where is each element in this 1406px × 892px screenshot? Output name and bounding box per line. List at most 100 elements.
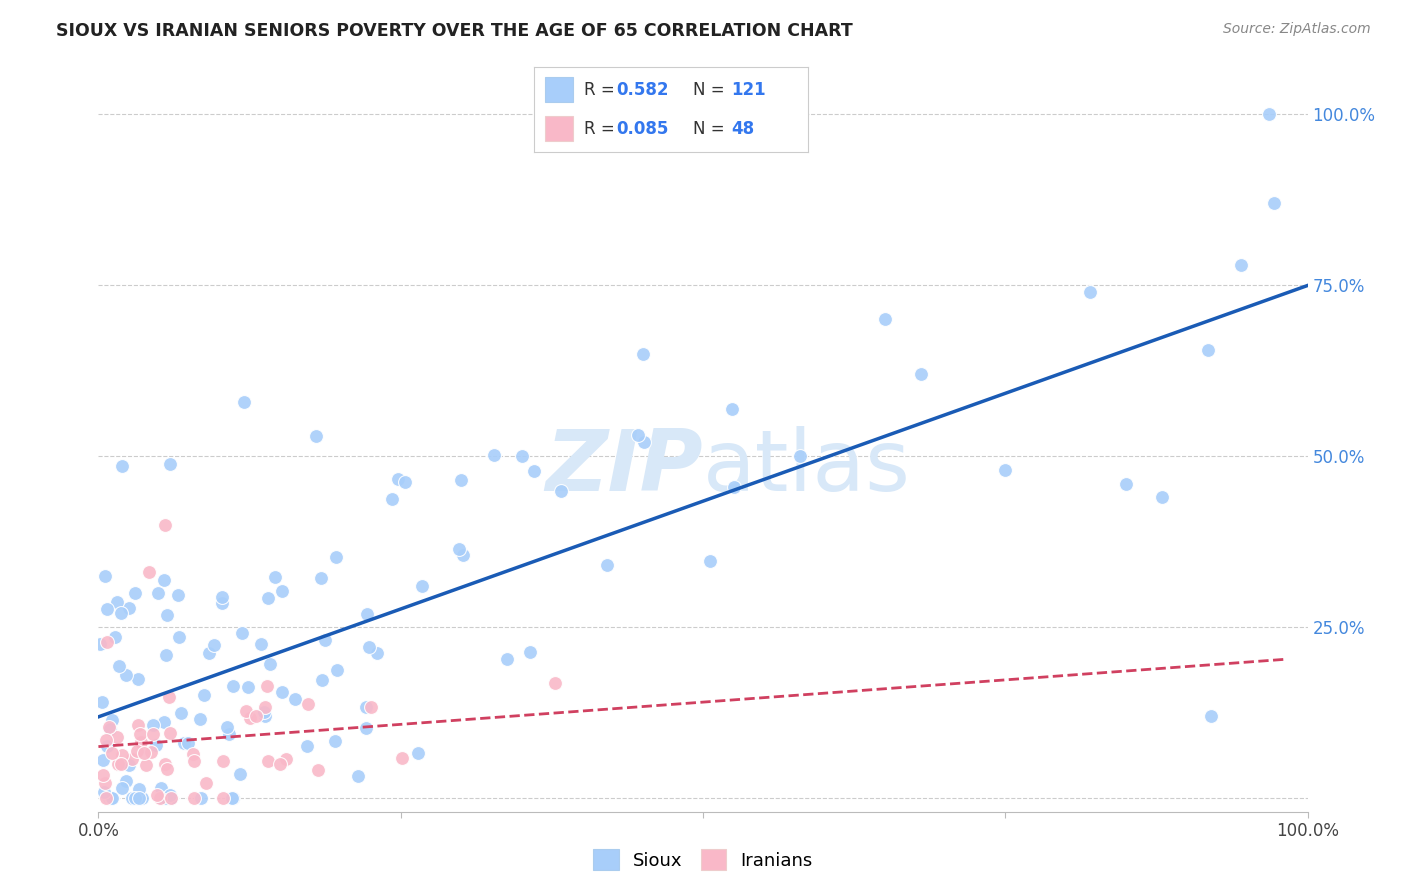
Point <box>297 697 319 711</box>
Point <box>167 588 190 602</box>
Point <box>1257 107 1279 121</box>
Point <box>121 791 143 805</box>
Point <box>146 788 169 802</box>
Point <box>222 791 245 805</box>
Point <box>105 730 128 744</box>
Point <box>523 464 546 478</box>
Point <box>153 517 176 532</box>
Point <box>167 630 190 644</box>
Point <box>381 491 404 506</box>
Point <box>121 751 143 765</box>
Point <box>91 753 114 767</box>
Point <box>128 782 150 797</box>
Point <box>596 558 619 572</box>
Point <box>110 458 132 473</box>
Point <box>307 763 329 777</box>
Point <box>235 704 257 718</box>
Point <box>129 734 152 748</box>
Point <box>297 739 319 753</box>
Point <box>91 768 114 782</box>
Point <box>93 775 115 789</box>
Text: ZIP: ZIP <box>546 426 703 509</box>
Point <box>110 756 132 771</box>
Text: atlas: atlas <box>703 426 911 509</box>
Point <box>155 791 177 805</box>
Point <box>1230 258 1253 272</box>
Point <box>118 758 141 772</box>
Point <box>153 573 176 587</box>
Point <box>254 708 277 723</box>
Point <box>96 739 118 754</box>
Point <box>544 675 567 690</box>
Point <box>519 645 541 659</box>
Point <box>284 692 307 706</box>
Legend: Sioux, Iranians: Sioux, Iranians <box>586 842 820 878</box>
Point <box>111 781 134 796</box>
Point <box>269 756 291 771</box>
Point <box>96 634 118 648</box>
Point <box>236 680 259 694</box>
Point <box>721 402 744 417</box>
Point <box>98 791 121 805</box>
Point <box>93 785 115 799</box>
Point <box>325 550 347 565</box>
Point <box>1199 709 1222 723</box>
Point <box>311 673 333 688</box>
Point <box>91 695 114 709</box>
Point <box>264 570 287 584</box>
Point <box>510 449 533 463</box>
Point <box>176 735 198 749</box>
Point <box>212 755 235 769</box>
Point <box>156 607 179 622</box>
Point <box>156 762 179 776</box>
Point <box>232 394 254 409</box>
Point <box>149 791 172 805</box>
Text: R =: R = <box>583 120 620 137</box>
Point <box>309 571 332 585</box>
Point <box>148 586 170 600</box>
Point <box>354 700 377 714</box>
Point <box>217 720 239 734</box>
Point <box>183 791 205 805</box>
Point <box>160 791 183 805</box>
Point <box>108 659 131 673</box>
Point <box>994 463 1017 477</box>
Point <box>250 637 273 651</box>
Point <box>153 756 176 771</box>
Point <box>1263 196 1285 211</box>
Point <box>155 648 177 662</box>
Point <box>107 757 129 772</box>
Point <box>160 791 183 805</box>
Point <box>411 578 433 592</box>
Point <box>128 791 150 805</box>
Text: 0.582: 0.582 <box>616 81 669 99</box>
Point <box>131 791 153 805</box>
Point <box>257 591 280 605</box>
Point <box>118 601 141 615</box>
Point <box>1197 343 1219 358</box>
Point <box>124 791 146 805</box>
Point <box>1078 285 1101 300</box>
Point <box>211 591 233 605</box>
Point <box>157 690 180 705</box>
Point <box>111 748 134 763</box>
Point <box>356 607 378 621</box>
Point <box>394 475 416 490</box>
Point <box>170 706 193 720</box>
Text: 48: 48 <box>731 120 755 137</box>
Point <box>181 747 204 761</box>
Point <box>125 744 148 758</box>
Point <box>124 585 146 599</box>
Point <box>159 457 181 471</box>
Point <box>127 672 149 686</box>
Point <box>873 312 896 326</box>
Point <box>387 472 409 486</box>
Point <box>198 646 221 660</box>
Point <box>391 751 413 765</box>
Text: N =: N = <box>693 120 730 137</box>
Point <box>451 548 474 562</box>
Point <box>101 791 124 805</box>
Point <box>229 766 252 780</box>
Point <box>449 541 471 556</box>
Point <box>138 566 160 580</box>
